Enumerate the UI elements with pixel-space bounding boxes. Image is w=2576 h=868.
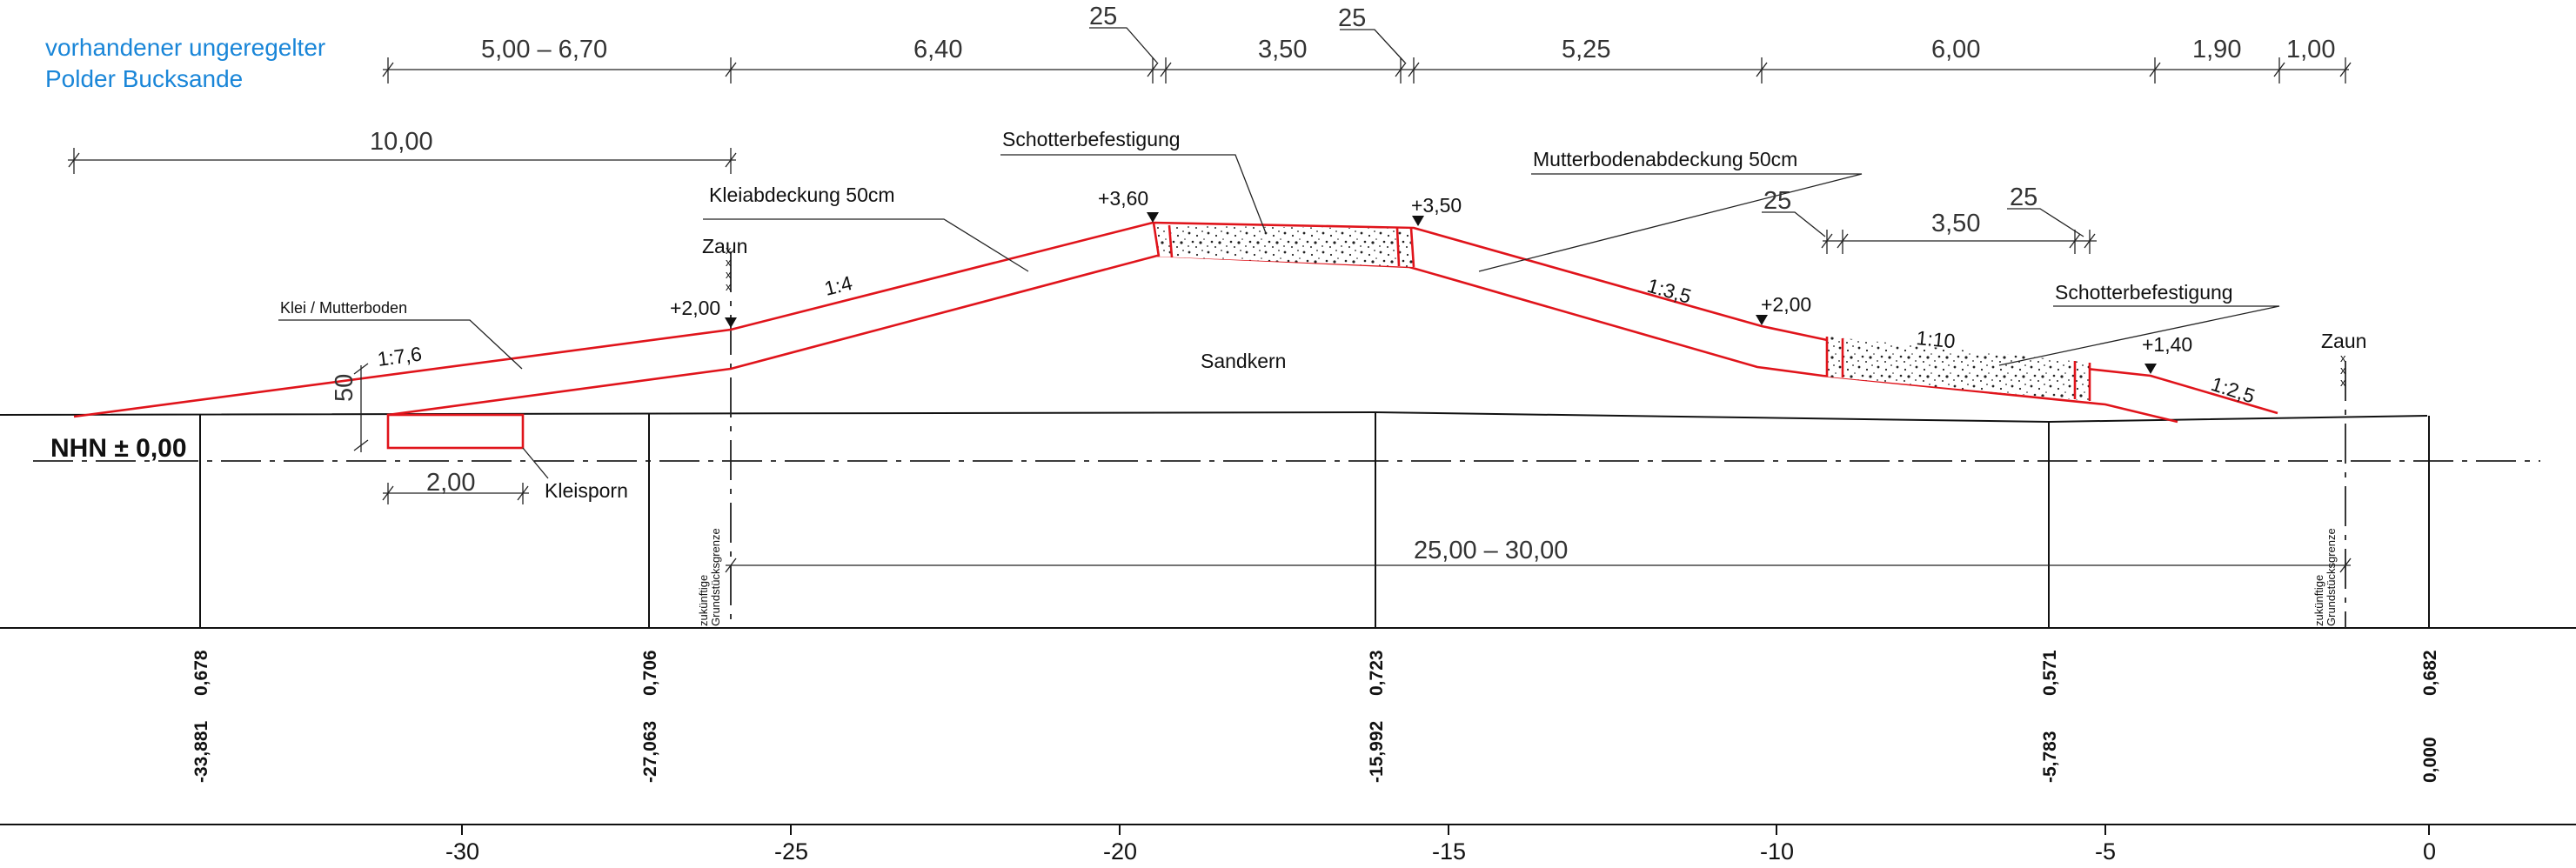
level-crest-right: +3,50 — [1411, 194, 1462, 217]
label-schotter-crest: Schotterbefestigung — [1002, 128, 1181, 150]
svg-text:x: x — [2340, 376, 2346, 389]
polder-note-line1: vorhandener ungeregelter — [45, 34, 325, 61]
dim-berm-25-left: 25 — [1763, 187, 1791, 215]
station-value: 0,000 — [2420, 737, 2440, 783]
level-right-berm: +2,00 — [1761, 293, 1811, 316]
berm-gravel-fill — [1827, 337, 2090, 401]
span-dimension — [725, 558, 2352, 573]
berm-dimension — [1762, 208, 2097, 254]
station-value: -33,881 — [191, 720, 211, 783]
kleisporn-dimensions — [353, 363, 529, 504]
grenze-left-2: Grundstücksgrenze — [709, 528, 722, 626]
label-nhn: NHN ± 0,00 — [50, 434, 187, 463]
slope-4: 1:10 — [1916, 326, 1957, 352]
svg-text:x: x — [726, 280, 732, 293]
dike-surface — [73, 221, 2278, 418]
dim-top-25-left: 25 — [1089, 3, 1117, 30]
svg-text:x: x — [2340, 351, 2346, 364]
height-value: 0,706 — [640, 650, 660, 696]
label-kleiabdeckung: Kleiabdeckung 50cm — [709, 184, 895, 206]
kleisporn-trench — [386, 413, 525, 450]
crest-gravel-edge — [1409, 227, 1415, 268]
dim-top-4: 5,25 — [1562, 36, 1610, 63]
fence-symbol-right: xxx — [2340, 351, 2346, 389]
grenze-right-2: Grundstücksgrenze — [2325, 528, 2338, 626]
station-value: -15,992 — [1367, 721, 1387, 783]
label-kleisporn: Kleisporn — [545, 479, 628, 502]
label-zaun-left: Zaun — [702, 235, 747, 257]
svg-text:x: x — [2340, 364, 2346, 377]
label-klei-mutterboden: Klei / Mutterboden — [280, 299, 407, 317]
dim-kleisporn-width: 2,00 — [426, 469, 475, 497]
height-value: 0,571 — [2040, 650, 2060, 696]
slope-2: 1:4 — [822, 271, 855, 300]
dim-ten: 10,00 — [370, 128, 433, 156]
dimension-10 — [68, 148, 737, 174]
top-dimension-chain — [382, 27, 2352, 83]
dim-top-3: 3,50 — [1258, 36, 1307, 63]
dike-inner-layer — [387, 254, 2178, 424]
svg-text:x: x — [726, 244, 732, 257]
axis-tick-label: -25 — [774, 838, 808, 865]
axis-tick-label: -15 — [1432, 838, 1466, 865]
height-value: 0,723 — [1367, 650, 1387, 696]
dim-top-6: 1,90 — [2192, 36, 2241, 63]
dim-top-2: 6,40 — [913, 36, 962, 63]
height-value: 0,682 — [2420, 650, 2440, 696]
level-crest-left: +3,60 — [1098, 187, 1148, 210]
level-toe: +1,40 — [2142, 333, 2192, 356]
axis-tick-label: -5 — [2095, 838, 2116, 865]
slope-5: 1:2,5 — [2208, 372, 2258, 408]
level-marker — [725, 317, 737, 328]
grenze-right-1: zukünftige — [2312, 575, 2325, 626]
crest-gravel-edge — [1168, 224, 1174, 258]
dim-span: 25,00 – 30,00 — [1414, 537, 1568, 564]
slope-3: 1:3,5 — [1645, 274, 1694, 308]
dim-berm-width: 3,50 — [1931, 210, 1980, 237]
axis-tick-label: -10 — [1760, 838, 1794, 865]
level-marker — [2144, 364, 2157, 374]
level-marker — [1412, 216, 1424, 226]
level-marker — [1147, 212, 1159, 223]
polder-note-line2: Polder Bucksande — [45, 65, 243, 92]
dim-top-7: 1,00 — [2286, 36, 2335, 63]
crest-gravel-edge — [1152, 222, 1161, 257]
label-zaun-right: Zaun — [2321, 330, 2366, 352]
height-value: 0,678 — [191, 650, 211, 696]
label-sandkern: Sandkern — [1201, 350, 1286, 372]
axis-tick-labels: -30 -25 -20 -15 -10 -5 0 — [445, 838, 2436, 865]
label-schotter-berm: Schotterbefestigung — [2055, 281, 2233, 304]
station-value: -27,063 — [640, 721, 660, 783]
ground-line — [0, 411, 2428, 424]
station-value: -5,783 — [2040, 731, 2060, 783]
crest-gravel-fill — [1154, 225, 1414, 267]
station-labels: -33,881 0,678 -27,063 0,706 -15,992 0,72… — [191, 650, 2440, 783]
axis-tick-label: -30 — [445, 838, 479, 865]
dim-top-5: 6,00 — [1931, 36, 1980, 63]
label-mutterboden: Mutterbodenabdeckung 50cm — [1533, 148, 1797, 170]
axis-tick-label: -20 — [1103, 838, 1137, 865]
dim-top-1: 5,00 – 6,70 — [481, 36, 607, 63]
crest-gravel-edge — [1395, 227, 1401, 267]
axis-ticks — [461, 825, 2430, 835]
grenze-left-1: zukünftige — [697, 575, 710, 626]
dim-kleisporn-depth: 50 — [331, 374, 358, 402]
svg-text:x: x — [726, 256, 732, 269]
leader-lines — [278, 154, 2280, 479]
slope-1: 1:7,6 — [376, 343, 423, 371]
svg-text:x: x — [726, 268, 732, 281]
dim-top-25-right: 25 — [1338, 4, 1366, 32]
level-left-berm: +2,00 — [670, 297, 720, 319]
axis-tick-label: 0 — [2423, 838, 2436, 865]
level-marker — [1756, 315, 1768, 325]
dim-berm-25-right: 25 — [2010, 184, 2037, 211]
